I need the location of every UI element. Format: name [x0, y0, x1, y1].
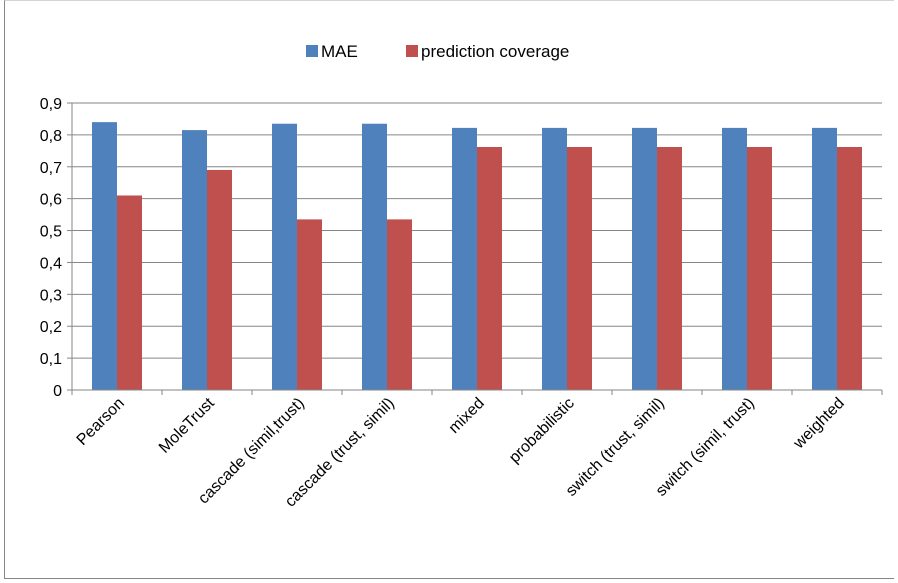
- bar-prediction-coverage: [387, 219, 412, 390]
- bar-prediction-coverage: [207, 169, 232, 390]
- bar-prediction-coverage: [117, 195, 142, 390]
- bars: [92, 122, 862, 390]
- x-tick-label: switch (trust, simil): [563, 395, 668, 500]
- bar-mae: [272, 123, 297, 390]
- bar-mae: [632, 127, 657, 390]
- bar-mae: [722, 127, 747, 390]
- bar-mae: [92, 122, 117, 390]
- bar-mae: [542, 127, 567, 390]
- x-tick-label: Pearson: [74, 395, 128, 449]
- y-tick-label: 0,6: [40, 192, 62, 209]
- y-tick-label: 0: [53, 383, 62, 400]
- legend-swatch: [406, 45, 418, 57]
- y-tick-label: 0,7: [40, 160, 62, 177]
- bar-mae: [812, 127, 837, 390]
- bar-prediction-coverage: [567, 147, 592, 390]
- y-tick-label: 0,9: [40, 96, 62, 113]
- bar-prediction-coverage: [477, 147, 502, 390]
- bar-mae: [452, 127, 477, 390]
- x-tick-label: MoleTrust: [156, 394, 218, 456]
- bar-prediction-coverage: [747, 147, 772, 390]
- bar-mae: [182, 130, 207, 390]
- x-tick-label: weighted: [790, 395, 848, 453]
- bar-prediction-coverage: [657, 147, 682, 390]
- legend: MAE prediction coverage: [306, 42, 569, 61]
- y-tick-label: 0,2: [40, 319, 62, 336]
- y-tick-label: 0,3: [40, 287, 62, 304]
- bar-prediction-coverage: [297, 219, 322, 390]
- y-tick-label: 0,4: [40, 255, 62, 272]
- bar-prediction-coverage: [837, 147, 862, 390]
- y-tick-label: 0,8: [40, 128, 62, 145]
- y-tick-label: 0,1: [40, 351, 62, 368]
- legend-swatch: [306, 45, 318, 57]
- legend-label: MAE: [321, 42, 358, 61]
- bar-mae: [362, 123, 387, 390]
- legend-label: prediction coverage: [421, 42, 569, 61]
- y-axis-ticks: 0 0,1 0,2 0,3 0,4 0,5 0,6 0,7 0,8 0,9: [40, 96, 72, 400]
- x-tick-label: switch (simil, trust): [653, 395, 758, 500]
- y-tick-label: 0,5: [40, 224, 62, 241]
- x-tick-label: mixed: [446, 395, 488, 437]
- x-tick-label: probabilistic: [506, 395, 578, 467]
- axes: [71, 103, 883, 395]
